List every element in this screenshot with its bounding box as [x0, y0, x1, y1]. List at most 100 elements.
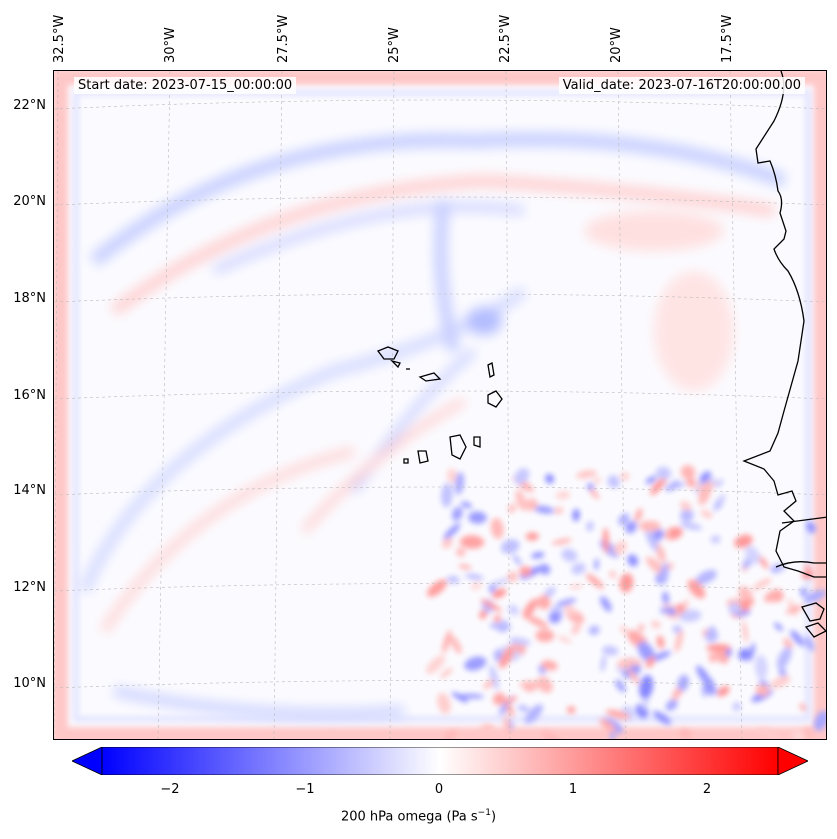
west-africa-coast [742, 71, 826, 578]
omega-blob-positive [563, 604, 577, 616]
omega-blob-negative [451, 692, 469, 703]
omega-features-convective [425, 465, 826, 739]
omega-blob-negative [607, 475, 620, 489]
omega-blob-negative [705, 629, 719, 643]
omega-blob-positive [739, 600, 755, 606]
omega-blob-negative [710, 535, 721, 544]
omega-blob-negative [695, 569, 717, 585]
lat-label-18n: 18°N [13, 291, 46, 306]
omega-blob-negative [512, 555, 522, 566]
omega-blob-positive [519, 680, 545, 689]
omega-blob-positive [459, 535, 485, 549]
island-boa-vista [487, 390, 503, 408]
omega-blob-negative [770, 565, 780, 574]
omega-blob-positive [650, 477, 666, 496]
omega-blob-positive [456, 547, 466, 557]
start-date-label: Start date: 2023-07-15_00:00:00 [74, 77, 297, 94]
omega-features-smooth [78, 132, 787, 719]
omega-blob-positive [717, 685, 730, 697]
omega-blob-negative [738, 648, 751, 661]
omega-blob-negative [627, 554, 639, 567]
omega-blob-negative [754, 654, 768, 680]
omega-blob-negative [641, 697, 650, 711]
island-sao-vicente [389, 359, 401, 369]
lon-label-17-5w: 17.5°W [720, 14, 735, 63]
omega-blob-negative [778, 667, 787, 678]
omega-blob-positive [541, 660, 558, 671]
omega-blob-positive [655, 543, 666, 563]
omega-blob-positive [525, 532, 539, 541]
omega-blob-positive [803, 726, 814, 739]
omega-blob-negative [588, 625, 600, 636]
map-panel [53, 70, 827, 740]
omega-blob-negative [806, 521, 816, 534]
omega-blob-positive [656, 635, 665, 649]
lat-label-10n: 10°N [13, 676, 46, 691]
omega-blob-positive [792, 728, 806, 739]
colorbar-tick-minus2: −2 [160, 782, 180, 797]
omega-blob-positive [593, 476, 601, 485]
omega-blob-positive [479, 609, 488, 620]
omega-blob-negative [451, 506, 463, 521]
omega-blob-positive [634, 508, 643, 522]
omega-blob-negative [441, 482, 453, 508]
omega-blob-negative [459, 693, 485, 699]
island-brava [403, 458, 409, 464]
omega-blob-positive [680, 465, 696, 480]
lon-label-32-5w: 32.5°W [52, 14, 67, 63]
omega-blob-positive [734, 534, 753, 548]
omega-blob-negative [703, 676, 716, 695]
omega-blob-negative [524, 704, 543, 724]
omega-blob-negative [533, 505, 555, 514]
omega-blob-negative [699, 471, 712, 484]
omega-blob-positive [515, 489, 527, 511]
omega-blob-positive [755, 684, 770, 696]
colorbar [72, 747, 808, 775]
omega-blob-negative [571, 562, 586, 575]
omega-blob-positive [785, 605, 804, 614]
omega-blob-negative [614, 679, 626, 693]
omega-blob-positive [757, 727, 778, 739]
omega-blob-negative [667, 479, 678, 493]
omega-blob-positive [439, 667, 454, 679]
colorbar-label: 200 hPa omega (Pa s−1) [0, 808, 837, 824]
omega-blob-positive [602, 527, 609, 554]
omega-blob-negative [679, 522, 703, 531]
island-maio [473, 436, 481, 448]
coastline [376, 71, 826, 638]
colorbar-label-suffix: ) [490, 809, 497, 825]
omega-blob-positive [645, 656, 655, 668]
omega-blob-negative [500, 539, 520, 554]
coast-islands-east [801, 602, 825, 622]
coast-inlet-2 [775, 561, 826, 568]
lon-label-30w: 30°W [163, 27, 178, 63]
omega-blob-positive [480, 723, 495, 736]
coast-inlet-1 [781, 516, 826, 524]
omega-blob-negative [653, 710, 672, 725]
omega-blob-negative [665, 699, 678, 711]
omega-blob-negative [464, 574, 484, 580]
omega-blob-positive [499, 645, 515, 669]
colorbar-gradient [101, 747, 779, 775]
omega-blob-positive [537, 595, 551, 610]
omega-blob-positive [555, 490, 571, 500]
omega-blob-positive [674, 629, 684, 653]
island-sal [487, 362, 495, 378]
omega-blob-positive [787, 598, 798, 617]
omega-blob-negative [625, 521, 637, 534]
lat-label-20n: 20°N [13, 194, 46, 209]
omega-blob-positive [483, 679, 494, 690]
omega-blob-positive [650, 620, 661, 629]
omega-blob-negative [531, 552, 545, 559]
omega-blob-positive [441, 537, 453, 549]
omega-blob-negative [464, 656, 487, 671]
omega-blob-positive [803, 563, 813, 572]
lat-label-22n: 22°N [13, 98, 46, 113]
omega-blob-negative [662, 591, 670, 605]
omega-blob-negative [594, 558, 599, 571]
omega-blob-negative [659, 607, 669, 614]
omega-blob-positive [492, 588, 507, 599]
omega-blob-positive [442, 629, 452, 654]
omega-blob-negative [586, 521, 594, 532]
omega-blob-positive [783, 638, 793, 650]
